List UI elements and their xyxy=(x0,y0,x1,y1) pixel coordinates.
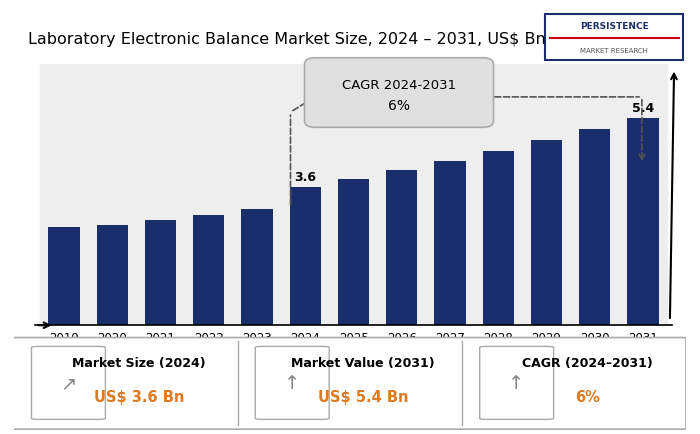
Text: 6%: 6% xyxy=(575,390,600,404)
Bar xyxy=(233,65,281,326)
Bar xyxy=(185,65,233,326)
FancyBboxPatch shape xyxy=(10,338,686,429)
Bar xyxy=(522,65,570,326)
Text: 6%: 6% xyxy=(388,99,410,113)
Bar xyxy=(145,220,176,326)
Bar xyxy=(482,151,514,326)
Text: ↗: ↗ xyxy=(60,374,76,392)
Bar xyxy=(136,65,185,326)
Bar xyxy=(474,65,522,326)
FancyBboxPatch shape xyxy=(480,347,554,419)
Bar xyxy=(377,65,426,326)
Text: Market Size (2024): Market Size (2024) xyxy=(72,356,206,369)
Bar xyxy=(434,161,466,326)
FancyBboxPatch shape xyxy=(32,347,106,419)
Text: 3.6: 3.6 xyxy=(294,171,316,184)
Text: CAGR (2024–2031): CAGR (2024–2031) xyxy=(522,356,652,369)
Text: US$ 5.4 Bn: US$ 5.4 Bn xyxy=(318,390,408,404)
Bar xyxy=(579,130,610,326)
Bar xyxy=(281,65,330,326)
Text: Laboratory Electronic Balance Market Size, 2024 – 2031, US$ Bn: Laboratory Electronic Balance Market Siz… xyxy=(28,32,546,47)
Bar xyxy=(48,228,80,326)
FancyArrowPatch shape xyxy=(639,100,645,160)
Text: US$ 3.6 Bn: US$ 3.6 Bn xyxy=(94,390,184,404)
Text: Market Value (2031): Market Value (2031) xyxy=(291,356,435,369)
Text: 5.4: 5.4 xyxy=(632,102,654,115)
Text: MARKET RESEARCH: MARKET RESEARCH xyxy=(580,47,648,53)
FancyBboxPatch shape xyxy=(256,347,329,419)
Bar xyxy=(241,210,273,326)
Text: ↑: ↑ xyxy=(508,374,525,392)
Text: ↑: ↑ xyxy=(284,374,300,392)
Bar xyxy=(338,179,369,326)
Bar xyxy=(386,171,417,326)
Bar xyxy=(97,225,128,326)
Bar xyxy=(330,65,377,326)
Text: CAGR 2024-2031: CAGR 2024-2031 xyxy=(342,79,456,91)
Bar xyxy=(193,215,225,326)
Bar xyxy=(627,119,659,326)
Text: PERSISTENCE: PERSISTENCE xyxy=(580,22,649,31)
Bar xyxy=(531,141,562,326)
FancyArrowPatch shape xyxy=(293,99,313,112)
Bar xyxy=(426,65,474,326)
Bar xyxy=(290,187,321,326)
Bar xyxy=(570,65,619,326)
FancyBboxPatch shape xyxy=(304,59,494,128)
Bar xyxy=(88,65,136,326)
Bar xyxy=(619,65,667,326)
FancyBboxPatch shape xyxy=(545,14,683,60)
Bar xyxy=(40,65,88,326)
